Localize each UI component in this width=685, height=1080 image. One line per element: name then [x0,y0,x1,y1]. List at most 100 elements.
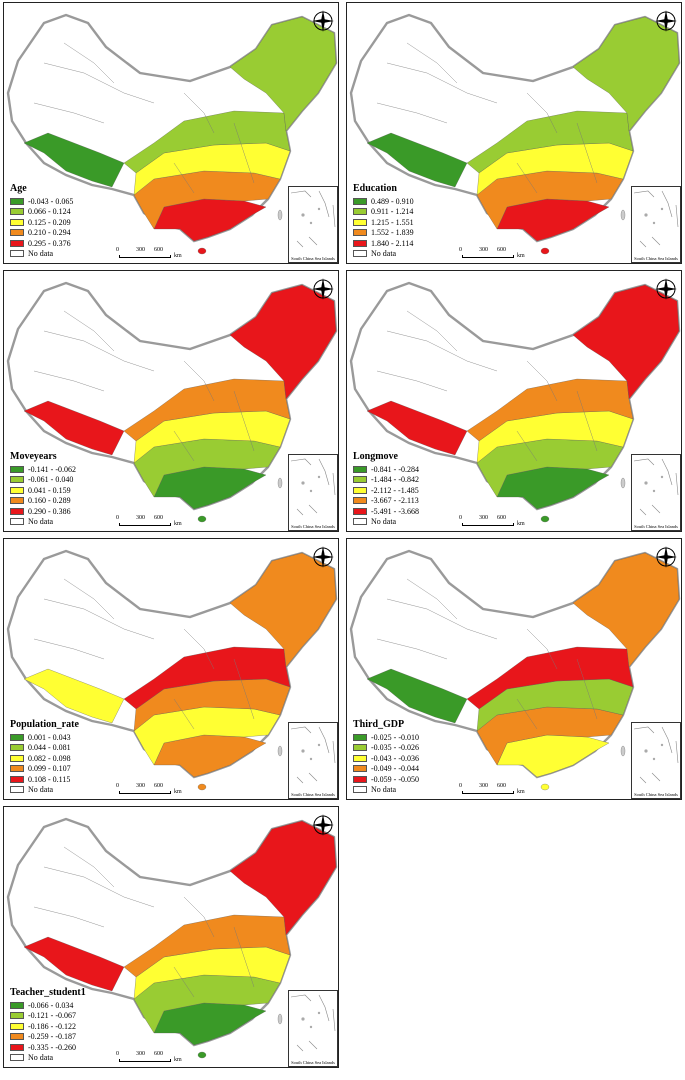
scale-line [119,523,171,526]
north-arrow-icon: N [312,7,334,32]
choropleth-region [229,552,337,668]
legend-label: -0.035 - -0.026 [371,743,419,753]
scale-unit: km [517,521,525,527]
north-label: N [322,811,325,816]
legend-swatch [10,1033,24,1041]
scale-tick-label: 0 [116,247,119,253]
north-arrow-icon: N [312,275,334,300]
inset-map [633,458,679,516]
province-boundary [233,122,255,184]
province-boundary [63,310,115,352]
legend-swatch [353,239,367,247]
legend-entry: -0.186 - -0.122 [10,1021,86,1032]
choropleth-region [123,110,291,174]
inset-label: South China Sea Islands [634,256,678,261]
legend-swatch [10,744,24,752]
province-boundary [173,698,195,730]
choropleth-region [366,132,468,188]
south-china-sea-inset: South China Sea Islands [631,186,681,263]
legend-label: -0.335 - -0.260 [28,1042,76,1052]
legend-entry: 0.066 - 0.124 [10,207,73,218]
map-panel: N Teacher_student1 -0.066 - 0.034 -0.121 - … [3,806,339,1068]
legend-entry: -0.049 - -0.044 [353,764,419,775]
hainan-island [197,783,207,791]
legend-swatch [10,775,24,783]
legend-title: Longmove [353,451,398,462]
legend-swatch [10,786,24,794]
scale-bar: 0 300 600 km [116,783,276,799]
legend-swatch [353,465,367,473]
province-boundary [406,310,458,352]
legend-label: -0.841 - -0.284 [371,464,419,474]
legend-label: -0.049 - -0.044 [371,764,419,774]
province-boundary [43,330,155,372]
scale-tick-label: 600 [497,783,506,789]
legend-entry: 0.295 - 0.376 [10,238,73,249]
legend: Third_GDP -0.025 - -0.010 -0.035 - -0.026-… [353,719,419,795]
province-boundary [516,698,538,730]
scale-tick-label: 300 [136,783,145,789]
province-boundary [233,390,255,452]
legend-label: -0.121 - -0.067 [28,1011,76,1021]
legend-entry: 0.082 - 0.098 [10,753,79,764]
province-boundary [406,42,458,84]
legend-swatch [10,486,24,494]
province-boundary [33,370,105,392]
inset-label: South China Sea Islands [634,524,678,529]
legend-entry: 1.840 - 2.114 [353,238,414,249]
taiwan-island [277,745,283,757]
legend-entry: -0.841 - -0.284 [353,464,419,475]
legend-label: -0.259 - -0.187 [28,1032,76,1042]
choropleth-region [572,552,680,668]
legend-entry: -0.259 - -0.187 [10,1032,86,1043]
province-boundary [173,966,195,998]
province-boundary [233,658,255,720]
scale-unit: km [517,789,525,795]
scale-tick-label: 300 [136,1051,145,1057]
province-boundary [576,122,598,184]
legend-entry: -3.667 - -2.113 [353,496,419,507]
legend-entry: -0.025 - -0.010 [353,732,419,743]
north-arrow-icon: N [655,7,677,32]
legend-swatch [353,733,367,741]
choropleth-region [572,16,680,132]
legend-entry: -0.121 - -0.067 [10,1011,86,1022]
legend-swatch [10,1054,24,1062]
legend-label: 0.125 - 0.209 [28,217,71,227]
province-boundary [183,896,215,938]
hainan-island [540,247,550,255]
legend-swatch [353,497,367,505]
inset-map [633,726,679,784]
legend-label: 0.041 - 0.159 [28,485,71,495]
legend-label: -3.667 - -2.113 [371,496,419,506]
province-boundary [63,846,115,888]
province-boundary [183,92,215,134]
scale-tick-label: 600 [154,1051,163,1057]
legend-entry: 0.210 - 0.294 [10,228,73,239]
scale-tick-label: 0 [459,247,462,253]
legend-swatch [10,465,24,473]
legend-entry: -2.112 - -1.485 [353,485,419,496]
legend-label: -5.491 - -3.668 [371,506,419,516]
legend-label: No data [28,1053,54,1063]
legend-entry: 0.489 - 0.910 [353,196,414,207]
province-boundary [526,628,558,670]
legend-entry: -0.066 - 0.034 [10,1000,86,1011]
taiwan-island [277,477,283,489]
legend-entry: -5.491 - -3.668 [353,506,419,517]
legend-swatch [353,786,367,794]
map-panel: N Age -0.043 - 0.065 0.066 - 0.124 0.125 - 0… [3,2,339,264]
legend-swatch [10,218,24,226]
legend-title: Education [353,183,397,194]
province-boundary [33,638,105,660]
map-panel: N Third_GDP -0.025 - -0.010 -0.035 - -0.026… [346,538,682,800]
north-arrow-icon: N [312,543,334,568]
map-panel: N Population_rate 0.001 - 0.043 0.044 - 0.0… [3,538,339,800]
legend-label: 0.160 - 0.289 [28,496,71,506]
scale-tick-label: 0 [459,783,462,789]
inset-map [290,994,336,1052]
inset-map [290,190,336,248]
taiwan-island [620,745,626,757]
inset-label: South China Sea Islands [291,524,335,529]
inset-map [633,190,679,248]
